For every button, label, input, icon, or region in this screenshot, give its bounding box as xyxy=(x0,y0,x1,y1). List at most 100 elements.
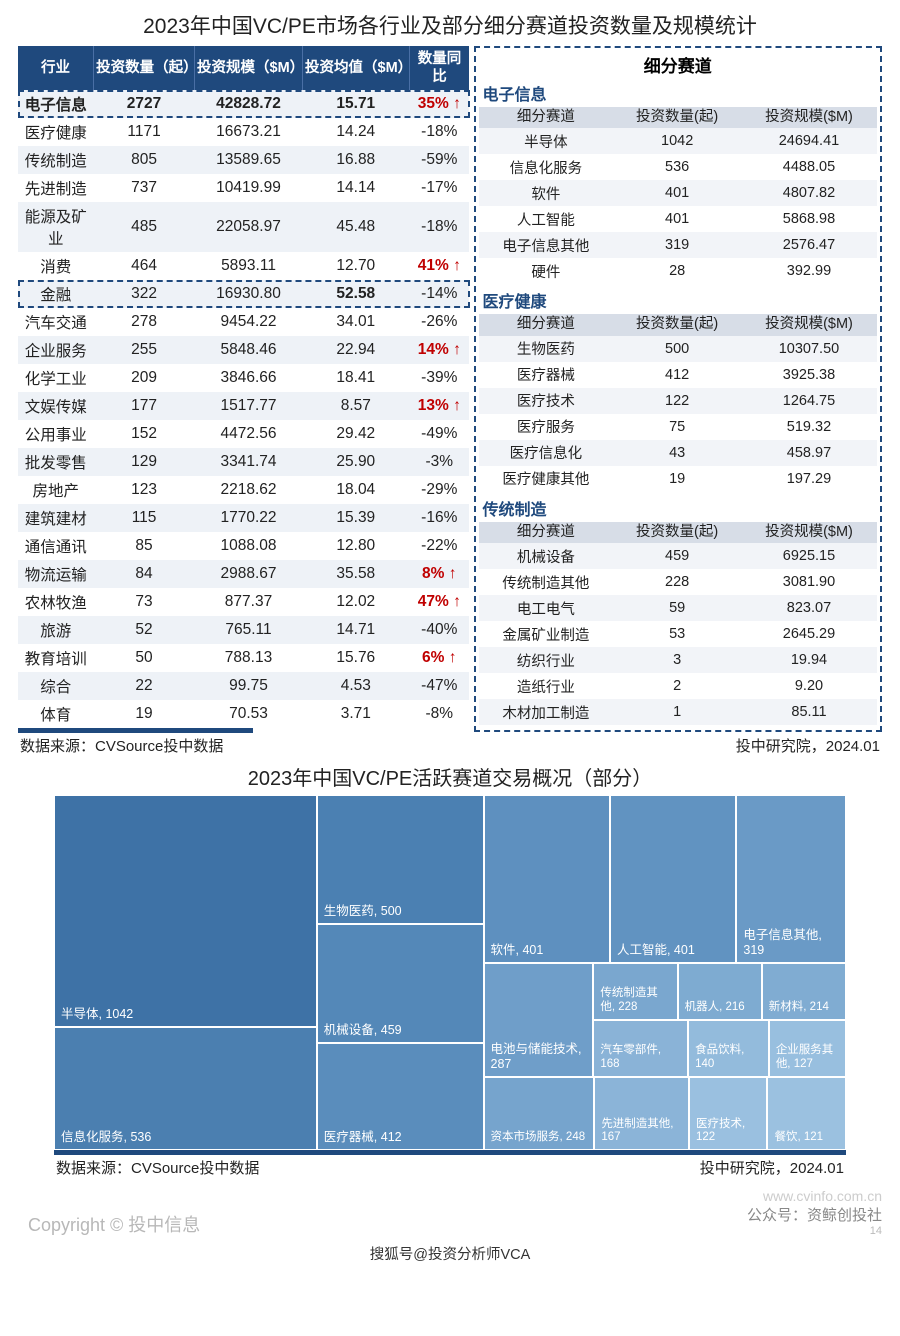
treemap-cell: 电子信息其他, 319 xyxy=(736,795,846,962)
table-row: 医疗健康117116673.2114.24-18% xyxy=(18,118,470,146)
cell: -17% xyxy=(409,174,469,202)
treemap-title: 2023年中国VC/PE活跃赛道交易概况（部分） xyxy=(18,762,882,791)
url-watermark: www.cvinfo.com.cn xyxy=(747,1188,882,1204)
table-row: 消费4645893.1112.7041% ↑ xyxy=(18,252,470,280)
wechat-label: 公众号：资鲸创投社 xyxy=(747,1204,882,1225)
cell: 批发零售 xyxy=(18,448,94,476)
cell: 6% ↑ xyxy=(409,644,469,672)
treemap-chart: 半导体, 1042信息化服务, 536生物医药, 500机械设备, 459医疗器… xyxy=(54,795,846,1155)
cell: 12.02 xyxy=(303,588,410,616)
subsector-heading: 医疗健康 xyxy=(479,286,878,314)
table-row: 企业服务2555848.4622.9414% ↑ xyxy=(18,336,470,364)
cell: 3341.74 xyxy=(195,448,303,476)
cell: 4.53 xyxy=(303,672,410,700)
col-scale: 投资规模（$M） xyxy=(195,46,303,90)
cell: 35.58 xyxy=(303,560,410,588)
col-industry: 行业 xyxy=(18,46,94,90)
treemap-cell: 企业服务其他, 127 xyxy=(769,1020,846,1077)
cell: 13589.65 xyxy=(195,146,303,174)
cell: 18.04 xyxy=(303,476,410,504)
cell: 115 xyxy=(94,504,195,532)
table-row: 传统制造80513589.6516.88-59% xyxy=(18,146,470,174)
table-row: 综合2299.754.53-47% xyxy=(18,672,470,700)
table-row: 建筑建材1151770.2215.39-16% xyxy=(18,504,470,532)
source-right: 投中研究院，2024.01 xyxy=(736,735,880,756)
treemap-cell: 软件, 401 xyxy=(484,795,610,962)
cell: 电子信息 xyxy=(18,90,94,118)
table-row: 机械设备4596925.15 xyxy=(479,543,878,569)
table-row: 硬件28392.99 xyxy=(479,258,878,284)
subsector-panel: 细分赛道 电子信息细分赛道投资数量(起)投资规模($M)半导体104224694… xyxy=(474,46,883,733)
cell: 体育 xyxy=(18,700,94,728)
treemap-cell: 新材料, 214 xyxy=(762,963,846,1020)
table-row: 农林牧渔73877.3712.0247% ↑ xyxy=(18,588,470,616)
cell: 12.70 xyxy=(303,252,410,280)
table-row: 半导体104224694.41 xyxy=(479,128,878,154)
cell: 8% ↑ xyxy=(409,560,469,588)
cell: 文娱传媒 xyxy=(18,392,94,420)
source-left-2: 数据来源：CVSource投中数据 xyxy=(56,1157,259,1178)
main-title: 2023年中国VC/PE市场各行业及部分细分赛道投资数量及规模统计 xyxy=(18,10,882,40)
cell: 14% ↑ xyxy=(409,336,469,364)
treemap-cell: 电池与储能技术, 287 xyxy=(484,963,594,1077)
table-row: 传统制造其他2283081.90 xyxy=(479,569,878,595)
cell: 123 xyxy=(94,476,195,504)
cell: 公用事业 xyxy=(18,420,94,448)
table-row: 信息化服务5364488.05 xyxy=(479,154,878,180)
cell: 15.76 xyxy=(303,644,410,672)
table-row: 电子信息其他3192576.47 xyxy=(479,232,878,258)
cell: 19 xyxy=(94,700,195,728)
cell: -14% xyxy=(409,280,469,308)
table-row: 电子信息272742828.7215.7135% ↑ xyxy=(18,90,470,118)
table-row: 软件4014807.82 xyxy=(479,180,878,206)
cell: 877.37 xyxy=(195,588,303,616)
table-row: 电工电气59823.07 xyxy=(479,595,878,621)
cell: 汽车交通 xyxy=(18,308,94,336)
table-row: 纺织行业319.94 xyxy=(479,647,878,673)
table-row: 金属矿业制造532645.29 xyxy=(479,621,878,647)
source-left: 数据来源：CVSource投中数据 xyxy=(20,735,223,756)
cell: 企业服务 xyxy=(18,336,94,364)
cell: 4472.56 xyxy=(195,420,303,448)
cell: 52 xyxy=(94,616,195,644)
col-avg: 投资均值（$M） xyxy=(303,46,410,90)
cell: 2988.67 xyxy=(195,560,303,588)
cell: 教育培训 xyxy=(18,644,94,672)
cell: 14.14 xyxy=(303,174,410,202)
cell: 3.71 xyxy=(303,700,410,728)
cell: 1770.22 xyxy=(195,504,303,532)
cell: 房地产 xyxy=(18,476,94,504)
col-yoy: 数量同比 xyxy=(409,46,469,90)
table-row: 房地产1232218.6218.04-29% xyxy=(18,476,470,504)
cell: 177 xyxy=(94,392,195,420)
table-row: 造纸行业29.20 xyxy=(479,673,878,699)
cell: 8.57 xyxy=(303,392,410,420)
cell: 737 xyxy=(94,174,195,202)
cell: 464 xyxy=(94,252,195,280)
cell: 16.88 xyxy=(303,146,410,174)
cell: -3% xyxy=(409,448,469,476)
cell: 16930.80 xyxy=(195,280,303,308)
table-row: 物流运输842988.6735.588% ↑ xyxy=(18,560,470,588)
cell: -59% xyxy=(409,146,469,174)
subsector-table: 细分赛道投资数量(起)投资规模($M)半导体104224694.41信息化服务5… xyxy=(479,107,878,284)
cell: 34.01 xyxy=(303,308,410,336)
cell: 能源及矿业 xyxy=(18,202,94,252)
industry-table: 行业 投资数量（起） 投资规模（$M） 投资均值（$M） 数量同比 电子信息27… xyxy=(18,46,470,728)
cell: 129 xyxy=(94,448,195,476)
cell: 10419.99 xyxy=(195,174,303,202)
cell: 209 xyxy=(94,364,195,392)
subsector-heading: 电子信息 xyxy=(479,79,878,107)
table-row: 医疗健康其他19197.29 xyxy=(479,466,878,492)
treemap-cell: 餐饮, 121 xyxy=(767,1077,846,1151)
subsector-heading: 传统制造 xyxy=(479,494,878,522)
treemap-cell: 人工智能, 401 xyxy=(610,795,736,962)
cell: 805 xyxy=(94,146,195,174)
cell: -22% xyxy=(409,532,469,560)
cell: 15.71 xyxy=(303,90,410,118)
table-row: 医疗信息化43458.97 xyxy=(479,440,878,466)
cell: 25.90 xyxy=(303,448,410,476)
cell: 旅游 xyxy=(18,616,94,644)
cell: 5893.11 xyxy=(195,252,303,280)
source-right-2: 投中研究院，2024.01 xyxy=(700,1157,844,1178)
